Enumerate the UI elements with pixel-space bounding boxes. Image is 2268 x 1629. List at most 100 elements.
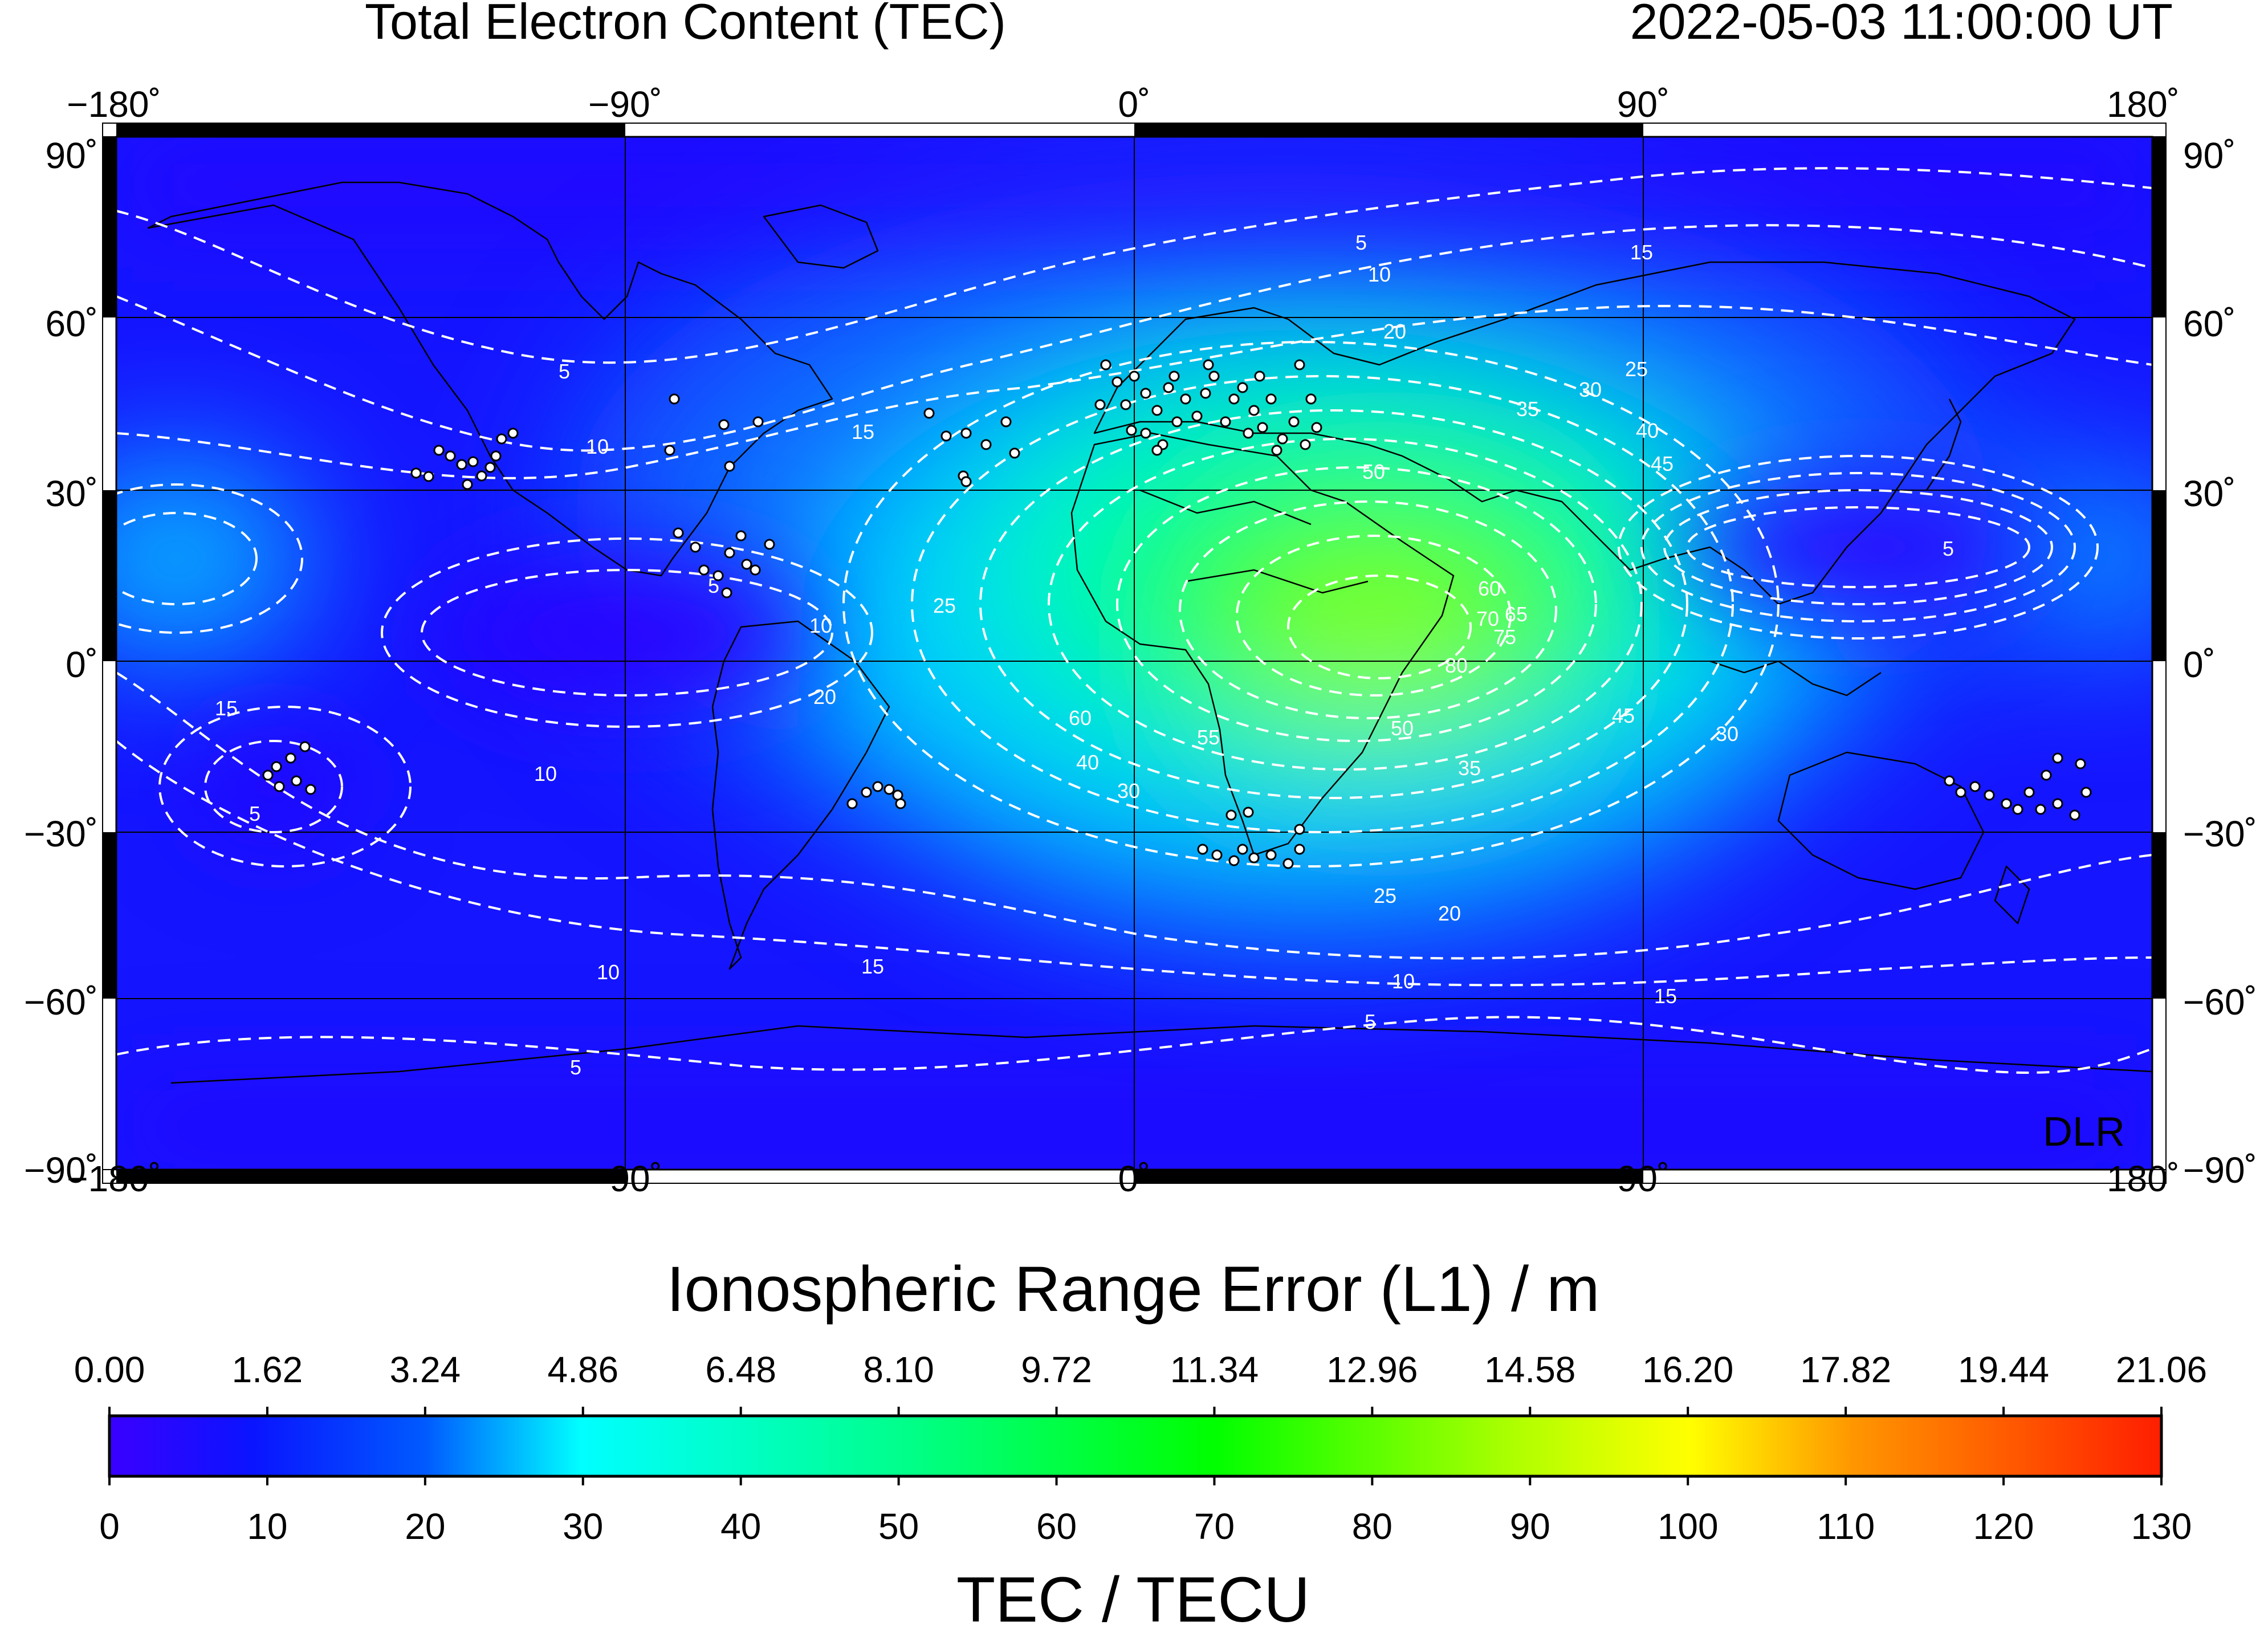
contour-label-15: 15 <box>1654 984 1677 1008</box>
contour-label-75: 75 <box>1493 625 1516 649</box>
tec-tick-label: 80 <box>1352 1506 1392 1547</box>
range-error-tick-label: 11.34 <box>1170 1349 1259 1390</box>
contour-label-45: 45 <box>1651 452 1673 475</box>
range-error-tick-label: 14.58 <box>1484 1349 1575 1390</box>
contour-label-10: 10 <box>1392 970 1415 993</box>
contour-label-10: 10 <box>1368 263 1391 286</box>
contour-label-50: 50 <box>1362 460 1385 483</box>
lat-tick-label: −30˚ <box>2183 813 2257 854</box>
tec-tick-label: 130 <box>2131 1506 2192 1547</box>
contour-label-15: 15 <box>1630 241 1653 264</box>
range-error-tick-label: 19.44 <box>1958 1349 2049 1390</box>
contour-label-5: 5 <box>559 360 570 383</box>
contour-label-40: 40 <box>1636 419 1659 442</box>
lon-tick-label: −180˚ <box>67 84 161 125</box>
lon-tick-label: −90˚ <box>588 1158 662 1199</box>
graticule <box>116 137 2152 1170</box>
contour-label-10: 10 <box>809 614 832 637</box>
contour-label-45: 45 <box>1612 704 1635 727</box>
lat-tick-label: 0˚ <box>2183 644 2216 685</box>
contour-label-5: 5 <box>1355 231 1367 254</box>
tec-tick-label: 40 <box>720 1506 761 1547</box>
contour-label-25: 25 <box>933 594 956 617</box>
lon-axis-top: −180˚ −90˚ 0˚ 90˚ 180˚ <box>67 84 2180 125</box>
contour-label-10: 10 <box>586 435 609 458</box>
tec-title: TEC / TECU <box>956 1564 1310 1629</box>
tec-contours <box>116 167 2152 1074</box>
contour-label-80: 80 <box>1445 654 1468 677</box>
lon-tick-label: 0˚ <box>1118 84 1151 125</box>
lat-tick-label: 60˚ <box>46 303 99 344</box>
contour-label-15: 15 <box>861 955 884 978</box>
lat-tick-label: 90˚ <box>46 135 99 176</box>
range-error-ticks: 0.00 1.62 3.24 4.86 6.48 8.10 9.72 11.34 12.96 14… <box>74 1349 2207 1416</box>
chart-title: Total Electron Content (TEC) <box>365 0 1006 50</box>
contour-label-5: 5 <box>1943 537 1954 560</box>
map-frame <box>102 123 2167 1184</box>
lat-tick-label: −60˚ <box>24 982 98 1023</box>
range-error-tick-label: 16.20 <box>1642 1349 1733 1390</box>
contour-label-10: 10 <box>597 960 620 984</box>
lon-tick-label: 180˚ <box>2107 84 2180 125</box>
contour-label-55: 55 <box>1197 726 1220 749</box>
tec-tick-label: 0 <box>99 1506 120 1547</box>
range-error-tick-label: 6.48 <box>705 1349 776 1390</box>
range-error-title: Ionospheric Range Error (L1) / m <box>666 1253 1599 1325</box>
contour-label-5: 5 <box>570 1056 581 1079</box>
contour-label-5: 5 <box>1365 1010 1376 1033</box>
lon-tick-label: 90˚ <box>1617 1158 1670 1199</box>
timestamp: 2022-05-03 11:00:00 UT <box>1630 0 2173 50</box>
lat-tick-label: −60˚ <box>2183 982 2257 1023</box>
range-error-tick-label: 21.06 <box>2116 1349 2207 1390</box>
range-error-tick-label: 17.82 <box>1800 1349 1891 1390</box>
lat-axis-left: 90˚ 60˚ 30˚ 0˚ −30˚ −60˚ −90˚ <box>24 135 98 1191</box>
lon-tick-label: −180˚ <box>67 1158 161 1199</box>
range-error-tick-label: 0.00 <box>74 1349 145 1390</box>
tec-map: 5 5 5 5 5 5 5 10 10 10 10 10 10 15 15 15… <box>24 84 2257 1199</box>
lon-tick-label: 90˚ <box>1617 84 1670 125</box>
lat-tick-label: 0˚ <box>66 644 98 685</box>
coastlines <box>147 181 2152 1084</box>
contour-label-35: 35 <box>1458 756 1481 780</box>
tec-tick-label: 90 <box>1510 1506 1550 1547</box>
lat-tick-label: 30˚ <box>2183 473 2236 514</box>
colorbar-gradient <box>108 1414 2163 1478</box>
tec-ticks: 0 10 20 30 40 50 60 70 80 90 100 110 120 130 <box>99 1476 2192 1547</box>
lon-tick-label: −90˚ <box>588 84 662 125</box>
contour-label-20: 20 <box>1383 320 1406 343</box>
lat-tick-label: 90˚ <box>2183 135 2236 176</box>
dlr-watermark: DLR <box>2043 1109 2125 1155</box>
contour-label-5: 5 <box>249 802 260 825</box>
contour-label-15: 15 <box>215 697 238 720</box>
contour-label-10: 10 <box>534 762 557 785</box>
range-error-tick-label: 12.96 <box>1326 1349 1418 1390</box>
lon-axis-bottom: −180˚ −90˚ 0˚ 90˚ 180˚ <box>67 1158 2180 1199</box>
lon-tick-label: 0˚ <box>1118 1158 1151 1199</box>
tec-tick-label: 20 <box>405 1506 445 1547</box>
tec-tick-label: 10 <box>247 1506 287 1547</box>
tec-tick-label: 100 <box>1658 1506 1719 1547</box>
contour-label-30: 30 <box>1716 722 1738 746</box>
tec-tick-label: 30 <box>563 1506 603 1547</box>
contour-label-50: 50 <box>1391 716 1414 740</box>
contour-labels: 5 5 5 5 5 5 5 10 10 10 10 10 10 15 15 15… <box>215 231 1954 1079</box>
contour-label-15: 15 <box>852 420 874 443</box>
colorbar: Ionospheric Range Error (L1) / m 0.00 1.6… <box>74 1253 2207 1629</box>
contour-label-25: 25 <box>1374 884 1396 907</box>
contour-label-60: 60 <box>1478 577 1501 600</box>
range-error-tick-label: 9.72 <box>1021 1349 1092 1390</box>
contour-label-65: 65 <box>1505 602 1528 626</box>
tec-tick-label: 70 <box>1194 1506 1235 1547</box>
contour-label-30: 30 <box>1117 779 1140 803</box>
contour-label-60: 60 <box>1069 706 1092 730</box>
lat-tick-label: 30˚ <box>46 473 99 514</box>
lat-axis-right: 90˚ 60˚ 30˚ 0˚ −30˚ −60˚ −90˚ <box>2183 135 2257 1191</box>
contour-label-20: 20 <box>813 685 836 708</box>
contour-label-25: 25 <box>1625 357 1648 381</box>
tec-tick-label: 110 <box>1817 1506 1875 1547</box>
lon-tick-label: 180˚ <box>2107 1158 2180 1199</box>
lat-tick-label: −30˚ <box>24 813 98 854</box>
lat-tick-label: −90˚ <box>2183 1150 2257 1191</box>
range-error-tick-label: 8.10 <box>863 1349 934 1390</box>
